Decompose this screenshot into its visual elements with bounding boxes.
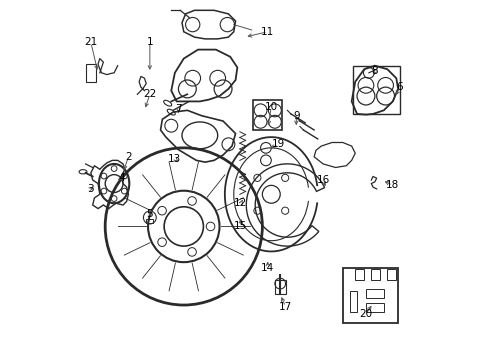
Text: 16: 16 <box>316 175 329 185</box>
Text: 6: 6 <box>396 82 403 92</box>
Bar <box>146 219 153 223</box>
Text: 4: 4 <box>118 173 124 183</box>
Text: 5: 5 <box>146 209 153 219</box>
Bar <box>365 303 383 312</box>
Text: 8: 8 <box>371 66 377 76</box>
Text: 18: 18 <box>386 180 399 190</box>
Text: 21: 21 <box>84 37 97 48</box>
Text: 1: 1 <box>146 37 153 48</box>
Bar <box>386 269 395 280</box>
Text: 2: 2 <box>125 152 131 162</box>
Bar <box>365 289 383 298</box>
Text: 13: 13 <box>168 154 181 163</box>
Text: 3: 3 <box>87 184 94 194</box>
Text: 12: 12 <box>234 198 247 208</box>
Text: 7: 7 <box>175 104 182 113</box>
Bar <box>354 269 364 280</box>
Bar <box>349 291 356 312</box>
Bar <box>274 280 285 294</box>
Bar <box>353 66 399 114</box>
Text: 19: 19 <box>271 139 285 149</box>
Text: 10: 10 <box>264 102 277 112</box>
Text: 22: 22 <box>143 89 156 99</box>
Bar <box>370 269 380 280</box>
Text: 9: 9 <box>292 111 299 121</box>
Text: 20: 20 <box>359 309 372 319</box>
Bar <box>85 64 96 82</box>
Bar <box>342 267 397 323</box>
Text: 14: 14 <box>261 262 274 273</box>
Text: 11: 11 <box>261 27 274 37</box>
Text: 15: 15 <box>234 221 247 231</box>
Bar <box>253 100 282 130</box>
Text: 17: 17 <box>278 302 292 312</box>
